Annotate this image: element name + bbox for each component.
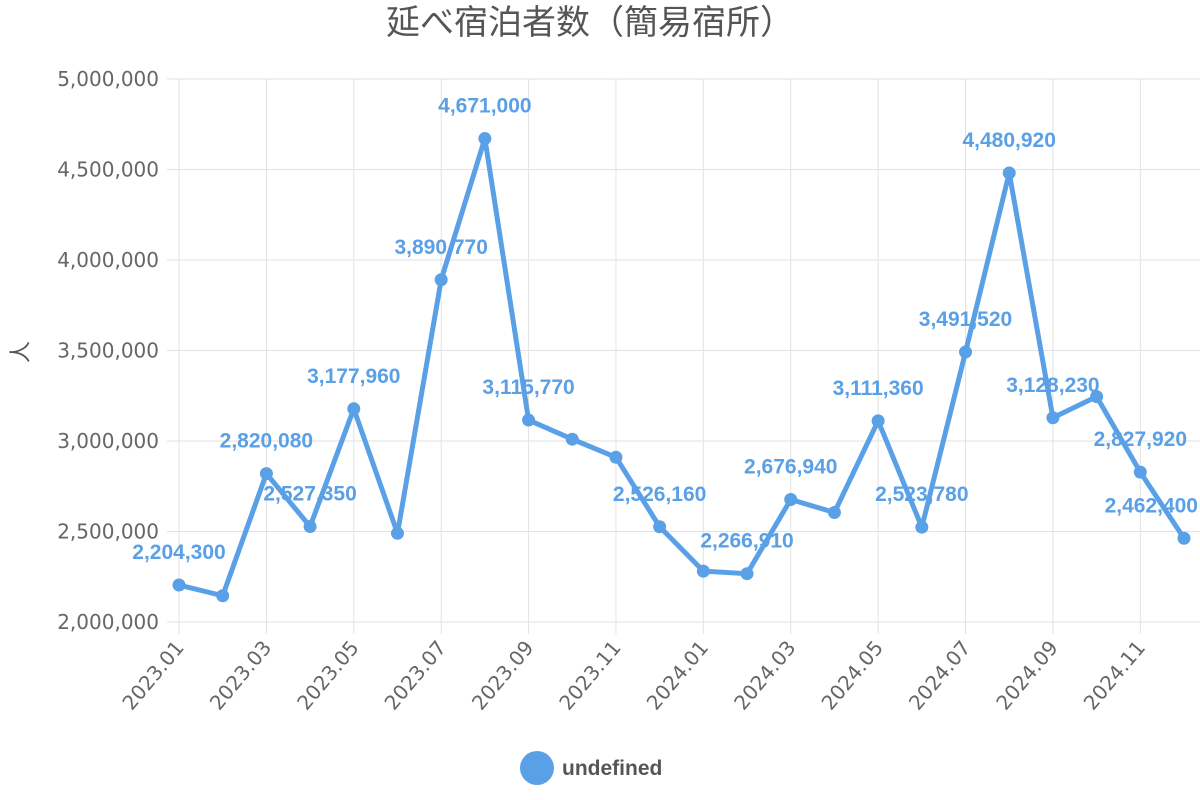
data-point[interactable] [784, 492, 798, 506]
x-tick-label: 2023.09 [467, 636, 539, 715]
data-point[interactable] [740, 567, 754, 581]
x-tick-label: 2023.05 [292, 636, 364, 715]
data-point[interactable] [827, 505, 841, 519]
x-tick-label: 2023.01 [117, 636, 189, 715]
data-label: 3,128,230 [1006, 374, 1099, 397]
x-tick-label: 2023.11 [554, 636, 626, 715]
data-point[interactable] [347, 402, 361, 416]
y-tick-label: 2,000,000 [57, 610, 159, 634]
data-point[interactable] [653, 520, 667, 534]
legend-label: undefined [562, 757, 662, 780]
series-line [176, 136, 1187, 599]
x-tick-label: 2024.11 [1079, 636, 1151, 715]
data-label: 3,115,770 [482, 376, 574, 399]
data-point[interactable] [434, 273, 448, 287]
data-point[interactable] [303, 520, 317, 534]
data-label: 2,266,910 [700, 530, 793, 553]
x-tick-label: 2023.03 [205, 636, 277, 715]
data-point[interactable] [172, 578, 186, 592]
data-label: 2,827,920 [1094, 428, 1187, 451]
y-axis-ticks: 2,000,000 2,500,000 3,000,000 3,500,000 4,00… [57, 67, 159, 634]
data-label: 3,177,960 [307, 365, 400, 388]
data-point[interactable] [259, 467, 273, 481]
data-label: 3,111,360 [833, 377, 924, 400]
data-point[interactable] [696, 564, 710, 578]
data-point[interactable] [959, 345, 973, 359]
data-point[interactable] [522, 413, 536, 427]
data-label: 3,890,770 [394, 236, 487, 259]
data-label: 3,491,520 [919, 308, 1012, 331]
x-tick-label: 2024.01 [642, 636, 714, 715]
data-label: 2,526,160 [613, 483, 706, 506]
data-point[interactable] [216, 589, 230, 603]
data-point[interactable] [915, 520, 929, 534]
data-point[interactable] [1090, 390, 1104, 404]
chart-title: 延べ宿泊者数（簡易宿所） [386, 3, 794, 43]
data-point[interactable] [609, 450, 623, 464]
data-label: 2,523,780 [875, 483, 968, 506]
data-label: 4,480,920 [962, 129, 1055, 152]
data-label: 2,462,400 [1105, 494, 1198, 517]
x-tick-label: 2024.03 [729, 636, 801, 715]
data-label: 2,820,080 [220, 430, 313, 453]
data-labels: 2,204,300 2,820,080 2,527,350 3,177,960 3,89… [132, 95, 1198, 564]
data-label: 2,204,300 [132, 541, 225, 564]
series-undefined [172, 132, 1191, 603]
data-label: 2,527,350 [263, 483, 356, 506]
y-axis-label: 人 [9, 341, 34, 363]
data-point[interactable] [1133, 465, 1147, 479]
data-point[interactable] [1046, 411, 1060, 425]
x-tick-label: 2023.07 [379, 636, 451, 715]
gridlines [167, 78, 1200, 634]
x-axis-ticks: 2023.01 2023.03 2023.05 2023.07 2023.09 2023.… [117, 636, 1150, 715]
x-tick-label: 2024.07 [904, 636, 976, 715]
x-tick-label: 2024.05 [816, 636, 888, 715]
data-label: 2,676,940 [744, 455, 837, 478]
legend-marker [520, 751, 554, 785]
legend[interactable]: undefined [520, 751, 662, 785]
y-tick-label: 3,500,000 [57, 339, 159, 363]
data-point[interactable] [1177, 531, 1191, 545]
data-point[interactable] [390, 526, 404, 540]
y-tick-label: 3,000,000 [57, 429, 159, 453]
y-tick-label: 5,000,000 [57, 67, 159, 91]
data-point[interactable] [478, 132, 492, 146]
data-point[interactable] [565, 432, 579, 446]
data-label: 4,671,000 [438, 95, 531, 118]
y-tick-label: 2,500,000 [57, 520, 159, 544]
y-tick-label: 4,000,000 [57, 248, 159, 272]
y-tick-label: 4,500,000 [57, 158, 159, 182]
data-point[interactable] [871, 414, 885, 428]
x-tick-label: 2024.09 [991, 636, 1063, 715]
data-point[interactable] [1002, 166, 1016, 180]
